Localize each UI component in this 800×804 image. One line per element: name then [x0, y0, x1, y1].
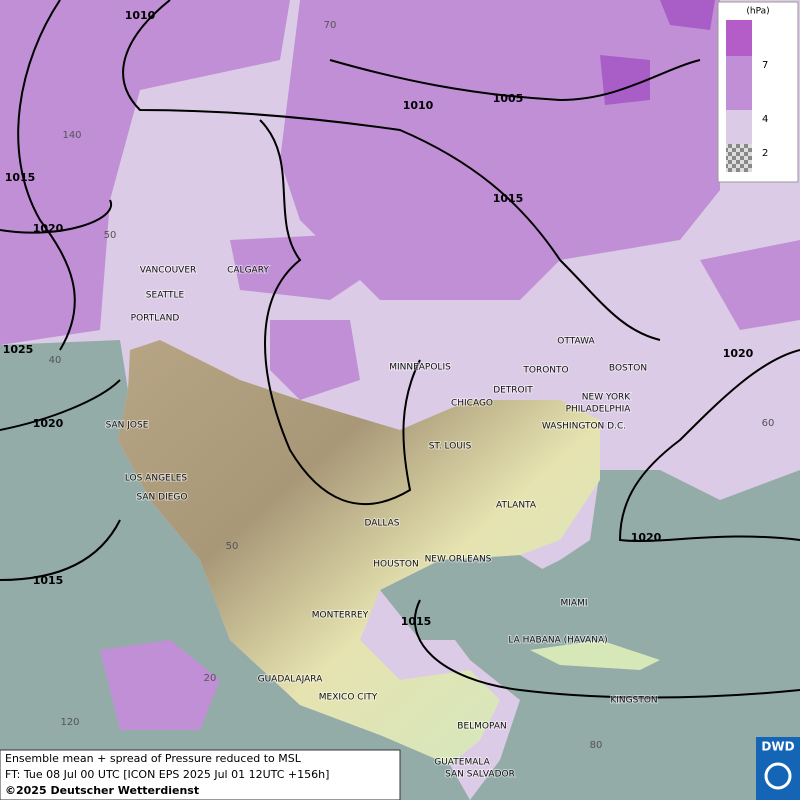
- city-label: PORTLAND: [131, 314, 180, 324]
- footer-copyright: ©2025 Deutscher Wetterdienst: [5, 784, 199, 797]
- city-label: ST. LOUIS: [429, 442, 472, 452]
- logo-icon: [764, 762, 792, 790]
- footer-forecast: FT: Tue 08 Jul 00 UTC [ICON EPS 2025 Jul…: [5, 768, 329, 781]
- city-label: CALGARY: [227, 266, 269, 276]
- city-label: HOUSTON: [373, 560, 418, 570]
- logo: DWD: [761, 740, 794, 754]
- isobar-label: 1020: [33, 222, 64, 235]
- isobars: [0, 0, 800, 699]
- city-label: ATLANTA: [496, 501, 537, 511]
- city-label: VANCOUVER: [140, 266, 197, 276]
- labels: 70 140 50 40 60 50 20 120 80 1010 1010 1005 1015 1015…: [3, 9, 775, 781]
- city-label: CHICAGO: [451, 399, 493, 409]
- city-label: WASHINGTON D.C.: [542, 422, 626, 432]
- city-label: GUATEMALA: [434, 758, 490, 768]
- city-label: GUADALAJARA: [258, 675, 324, 685]
- isobar-label: 1020: [33, 417, 64, 430]
- legend-level: 2: [762, 148, 768, 159]
- city-label: BOSTON: [609, 364, 647, 374]
- land-terrain: [118, 340, 600, 765]
- city-label: OTTAWA: [557, 337, 595, 347]
- city-label: NEW YORK: [582, 393, 632, 403]
- city-label: MIAMI: [561, 599, 588, 609]
- city-label: SAN DIEGO: [137, 493, 188, 503]
- city-label: MONTERREY: [312, 611, 369, 621]
- graticule-label: 120: [60, 717, 79, 728]
- isobar-label: 1015: [401, 615, 432, 628]
- city-label: TORONTO: [522, 366, 568, 376]
- city-label: NEW ORLEANS: [425, 555, 492, 565]
- city-label: DALLAS: [364, 519, 399, 529]
- city-label: PHILADELPHIA: [566, 405, 632, 415]
- isobar-label: 1005: [493, 92, 524, 105]
- isobar-label: 1025: [3, 343, 34, 356]
- footer-title: Ensemble mean + spread of Pressure reduc…: [5, 752, 302, 765]
- cuba: [530, 640, 660, 670]
- isobar-label: 1015: [493, 192, 524, 205]
- city-label: MINNEAPOLIS: [389, 363, 451, 373]
- graticule-label: 50: [226, 541, 239, 552]
- legend-unit: (hPa): [746, 7, 769, 17]
- footer-box: [0, 749, 401, 801]
- isobar-label: 1010: [403, 99, 434, 112]
- legend: (hPa) 7 4 2: [717, 1, 799, 183]
- graticule-label: 20: [204, 673, 217, 684]
- city-label: MEXICO CITY: [319, 693, 378, 703]
- city-label: LA HABANA (HAVANA): [508, 636, 607, 646]
- isobar-label: 1020: [631, 531, 662, 544]
- isobar-label: 1015: [5, 171, 36, 184]
- city-label: BELMOPAN: [457, 722, 506, 732]
- isobar-label: 1015: [33, 574, 64, 587]
- city-label: SEATTLE: [146, 291, 185, 301]
- graticule-label: 60: [762, 418, 775, 429]
- graticule-label: 140: [62, 130, 81, 141]
- isobar-label: 1010: [125, 9, 156, 22]
- city-label: KINGSTON: [610, 696, 657, 706]
- isobar-label: 1020: [723, 347, 754, 360]
- legend-level: 7: [762, 60, 768, 71]
- graticule-label: 50: [104, 230, 117, 241]
- graticule-label: 70: [324, 20, 337, 31]
- city-label: SAN JOSE: [106, 421, 149, 431]
- graticule-label: 80: [590, 740, 603, 751]
- city-label: DETROIT: [493, 386, 533, 396]
- graticule-label: 40: [49, 355, 62, 366]
- legend-level: 4: [762, 114, 768, 125]
- city-label: SAN SALVADOR: [445, 770, 515, 780]
- city-label: LOS ANGELES: [125, 474, 188, 484]
